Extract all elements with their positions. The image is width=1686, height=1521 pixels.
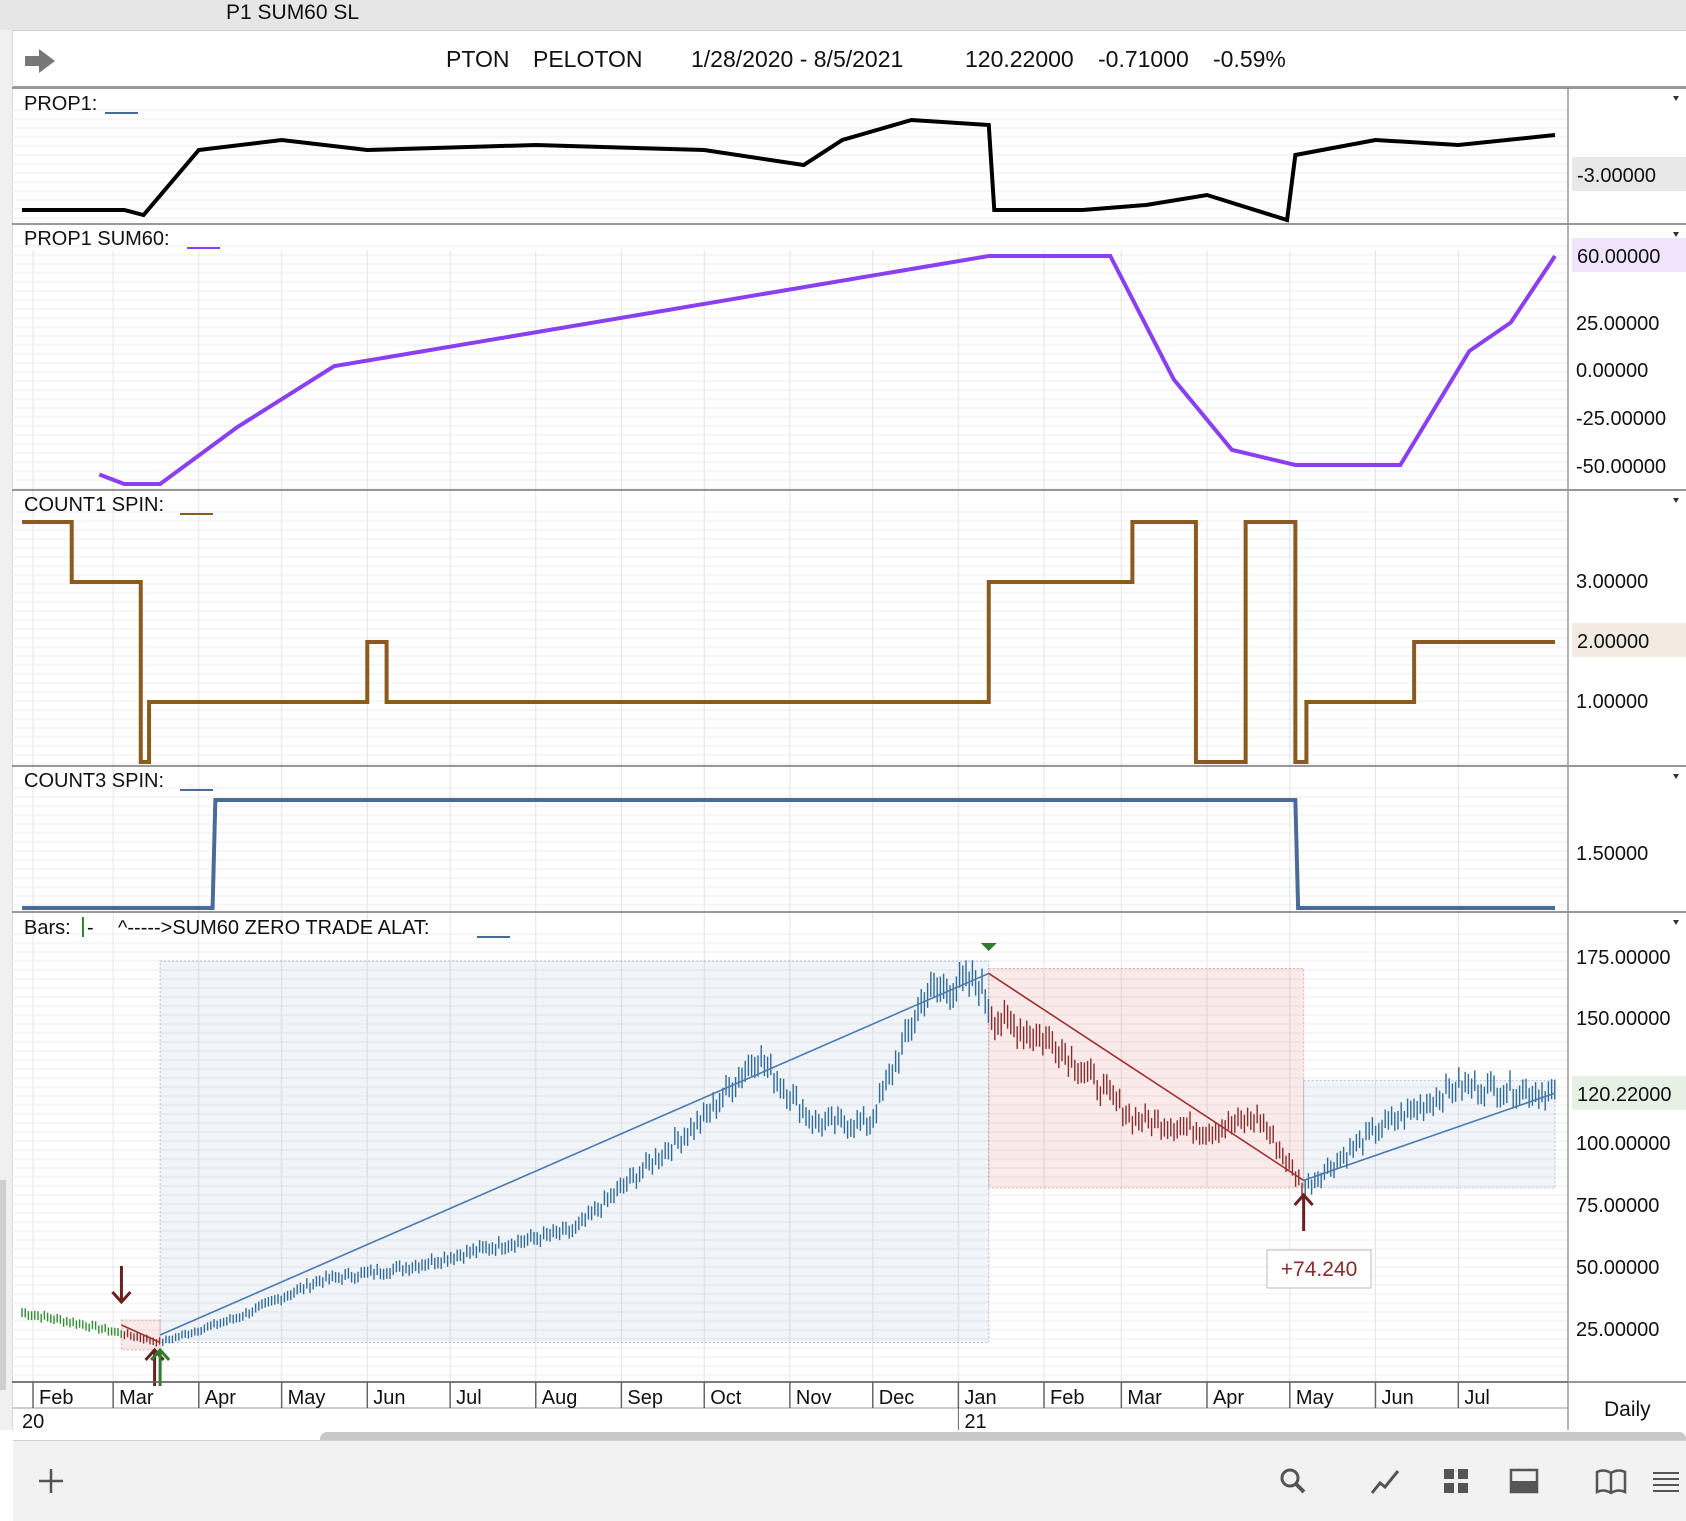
bars-panel-extra-label: ^----->SUM60 ZERO TRADE ALAT: bbox=[118, 917, 429, 939]
header-symbol: PTON bbox=[446, 46, 510, 72]
count3-panel-label: COUNT3 SPIN: bbox=[24, 770, 164, 792]
year-label: 20 bbox=[22, 1411, 44, 1433]
sum60-tick-1: 25.00000 bbox=[1576, 313, 1659, 335]
month-tick-label: Mar bbox=[119, 1387, 154, 1409]
month-tick-label: Jul bbox=[1464, 1387, 1490, 1409]
window-title: P1 SUM60 SL bbox=[226, 1, 360, 24]
signal-triangle-icon bbox=[980, 943, 997, 951]
count1-value-badge: 2.00000 bbox=[1572, 623, 1686, 657]
count3-series-line bbox=[22, 798, 1555, 910]
bars-panel-label: Bars: bbox=[24, 917, 71, 939]
trade-profit-annotation: +74.240 bbox=[1266, 1249, 1372, 1289]
symbol-header: PTON PELOTON 1/28/2020 - 8/5/2021 120.22… bbox=[13, 38, 1686, 87]
count1-panel-label: COUNT1 SPIN: bbox=[24, 494, 164, 516]
bars-tick-4: 75.00000 bbox=[1576, 1195, 1659, 1217]
sum60-tick-3: -25.00000 bbox=[1576, 408, 1666, 430]
header-last: 120.22000 bbox=[965, 46, 1074, 72]
forward-arrow-icon[interactable] bbox=[23, 46, 59, 76]
header-name: PELOTON bbox=[533, 46, 643, 72]
bars-tick-1: 175.00000 bbox=[1576, 947, 1671, 969]
month-tick-label: Oct bbox=[710, 1387, 742, 1409]
trade-line bbox=[1303, 1092, 1556, 1182]
month-tick-label: May bbox=[288, 1387, 326, 1409]
trade-line bbox=[159, 972, 990, 1336]
svg-text:+74.240: +74.240 bbox=[1281, 1258, 1358, 1281]
month-tick-label: Dec bbox=[879, 1387, 915, 1409]
month-tick-label: Aug bbox=[542, 1387, 578, 1409]
month-tick-label: Apr bbox=[205, 1387, 236, 1409]
month-tick-label: Feb bbox=[1050, 1387, 1084, 1409]
month-tick-label: Feb bbox=[39, 1387, 73, 1409]
count1-tick-1: 3.00000 bbox=[1576, 571, 1648, 593]
svg-text:-: - bbox=[87, 917, 94, 939]
count1-tick-2: 1.00000 bbox=[1576, 691, 1648, 713]
bars-tick-6: 25.00000 bbox=[1576, 1319, 1659, 1341]
menu-icon[interactable] bbox=[1648, 1463, 1684, 1499]
month-tick-label: Jun bbox=[373, 1387, 405, 1409]
bars-tick-5: 50.00000 bbox=[1576, 1257, 1659, 1279]
svg-text:-3.00000: -3.00000 bbox=[1577, 165, 1656, 187]
month-tick-label: May bbox=[1296, 1387, 1334, 1409]
header-range: 1/28/2020 - 8/5/2021 bbox=[691, 46, 904, 72]
line-chart-icon[interactable] bbox=[1368, 1463, 1404, 1499]
window-titlebar: P1 SUM60 SL bbox=[0, 0, 1686, 31]
svg-text:60.00000: 60.00000 bbox=[1577, 246, 1660, 268]
year-label: 21 bbox=[964, 1411, 986, 1433]
buy-arrow-icon bbox=[1293, 1192, 1314, 1231]
svg-text:2.00000: 2.00000 bbox=[1577, 631, 1649, 653]
trade-line bbox=[121, 1324, 161, 1344]
month-tick-label: Jan bbox=[964, 1387, 996, 1409]
left-strip-marker bbox=[0, 1180, 6, 1390]
month-tick-label: Jul bbox=[456, 1387, 482, 1409]
month-tick-label: Jun bbox=[1381, 1387, 1413, 1409]
header-change: -0.71000 bbox=[1098, 46, 1189, 72]
bottom-toolbar bbox=[13, 1440, 1686, 1521]
sum60-tick-4: -50.00000 bbox=[1576, 456, 1666, 478]
count1-series-line bbox=[22, 520, 1555, 764]
sum60-tick-2: 0.00000 bbox=[1576, 360, 1648, 382]
buy-arrow-icon bbox=[149, 1347, 171, 1386]
month-tick-label: Apr bbox=[1213, 1387, 1244, 1409]
sell-arrow-icon bbox=[111, 1266, 132, 1305]
sum60-value-badge: 60.00000 bbox=[1572, 238, 1686, 272]
bars-value-badge: 120.22000 bbox=[1572, 1076, 1686, 1110]
sum60-series-line bbox=[98, 254, 1557, 486]
prop1-series-line bbox=[22, 117, 1556, 223]
left-strip bbox=[0, 30, 13, 1430]
bars-tick-2: 150.00000 bbox=[1576, 1008, 1671, 1030]
month-tick-label: Sep bbox=[627, 1387, 663, 1409]
sum60-panel-label: PROP1 SUM60: bbox=[24, 228, 170, 250]
book-icon[interactable] bbox=[1593, 1463, 1629, 1499]
count3-tick-1: 1.50000 bbox=[1576, 843, 1648, 865]
grid-layout-icon[interactable] bbox=[1438, 1463, 1474, 1499]
month-tick-label: Nov bbox=[796, 1387, 832, 1409]
trade-box bbox=[988, 967, 1305, 1189]
header-pct: -0.59% bbox=[1213, 46, 1286, 72]
svg-text:120.22000: 120.22000 bbox=[1577, 1084, 1672, 1106]
prop1-panel-label: PROP1: bbox=[24, 93, 97, 115]
prop1-value-badge: -3.00000 bbox=[1572, 157, 1686, 191]
trade-box bbox=[159, 960, 990, 1343]
panel-menu-icons[interactable] bbox=[1673, 96, 1679, 925]
chart-area[interactable]: PROP1: PROP1 SUM60: COUNT1 SPIN: COUNT3 … bbox=[0, 0, 1686, 1440]
add-icon[interactable] bbox=[33, 1463, 69, 1499]
month-tick-label: Mar bbox=[1127, 1387, 1162, 1409]
period-label[interactable]: Daily bbox=[1604, 1398, 1651, 1421]
search-icon[interactable] bbox=[1275, 1463, 1311, 1499]
panel-layout-icon[interactable] bbox=[1506, 1463, 1542, 1499]
bars-tick-3: 100.00000 bbox=[1576, 1133, 1671, 1155]
trade-line bbox=[988, 972, 1305, 1182]
